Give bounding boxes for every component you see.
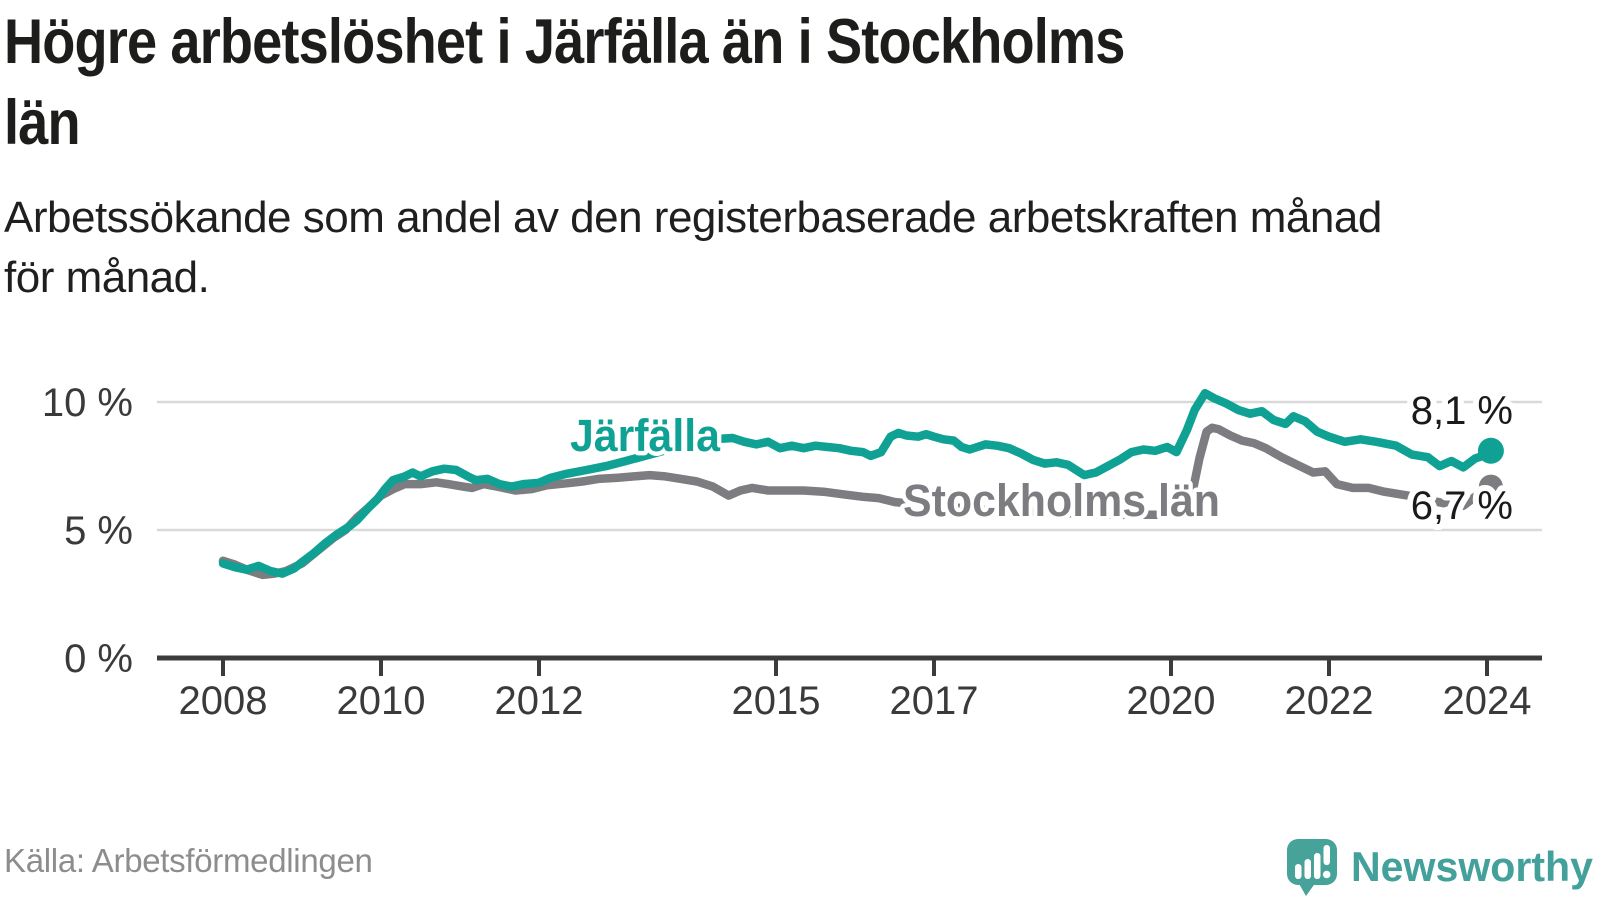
y-tick-label-10: 10 % <box>42 381 133 425</box>
end-value-label-stockholms-lan: 6,7 % <box>1411 484 1513 528</box>
x-tick-label-2012: 2012 <box>495 679 584 723</box>
x-tick-label-2017: 2017 <box>890 679 979 723</box>
chart-title-line-1: Högre arbetslöshet i Järfälla än i Stock… <box>4 7 1125 77</box>
x-tick-label-2024: 2024 <box>1443 679 1532 723</box>
series-line-jarfalla <box>218 388 1496 578</box>
x-tick-label-2008: 2008 <box>179 679 268 723</box>
newsworthy-logo: Newsworthy <box>1287 839 1594 896</box>
chart-subtitle: Arbetssökande som andel av den registerb… <box>4 188 1382 308</box>
series-label-stockholms-lan: Stockholms län <box>903 475 1220 526</box>
series-label-jarfalla: Järfälla <box>570 410 721 461</box>
chart-title: Högre arbetslöshet i Järfälla än i Stock… <box>4 2 1125 164</box>
x-tick-label-2020: 2020 <box>1127 679 1216 723</box>
newsworthy-bars-icon <box>1295 845 1331 879</box>
x-tick-label-2010: 2010 <box>337 679 426 723</box>
series-line-stockholms-lan <box>218 423 1496 580</box>
chart-subtitle-line-2: för månad. <box>4 253 210 302</box>
y-tick-label-0: 0 % <box>64 637 133 681</box>
x-tick-label-2015: 2015 <box>732 679 821 723</box>
chart-subtitle-line-1: Arbetssökande som andel av den registerb… <box>4 193 1382 242</box>
y-tick-label-5: 5 % <box>64 509 133 553</box>
chart-title-line-2: län <box>4 88 81 158</box>
newsworthy-logo-text: Newsworthy <box>1351 843 1594 890</box>
newsworthy-bubble-icon <box>1287 839 1337 896</box>
source-note: Källa: Arbetsförmedlingen <box>4 842 373 879</box>
series-dot-stockholms-lan <box>1478 474 1503 499</box>
x-tick-label-2022: 2022 <box>1285 679 1374 723</box>
series-dot-jarfalla <box>1477 437 1504 464</box>
end-value-label-jarfalla: 8,1 % <box>1411 389 1513 433</box>
